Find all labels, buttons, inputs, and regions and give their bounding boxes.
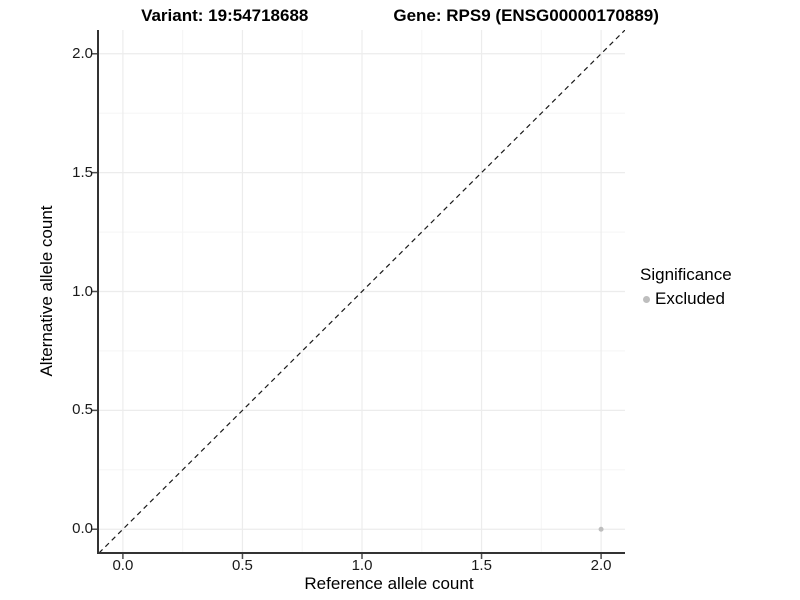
x-axis-title: Reference allele count bbox=[304, 574, 474, 593]
y-tick-label: 0.5 bbox=[72, 401, 93, 419]
plot-title: Variant: 19:54718688 Gene: RPS9 (ENSG000… bbox=[0, 6, 800, 26]
legend-title: Significance bbox=[640, 265, 732, 284]
legend: Significance Excluded bbox=[640, 265, 732, 309]
x-tick-label: 1.5 bbox=[471, 557, 492, 574]
plot-title-gene: Gene: RPS9 (ENSG00000170889) bbox=[393, 6, 659, 25]
y-axis-title: Alternative allele count bbox=[37, 205, 56, 377]
x-tick-label: 0.0 bbox=[112, 557, 134, 574]
legend-item-label: Excluded bbox=[655, 289, 725, 308]
y-tick-label: 1.5 bbox=[72, 163, 93, 181]
excluded-point-icon bbox=[643, 295, 650, 303]
plot-title-variant: Variant: 19:54718688 bbox=[141, 6, 309, 25]
x-tick-label: 1.0 bbox=[351, 557, 373, 574]
y-tick-label: 1.0 bbox=[72, 282, 93, 300]
y-tick-label: 2.0 bbox=[72, 44, 93, 62]
x-tick-label: 0.5 bbox=[232, 557, 253, 574]
legend-item-excluded: Excluded bbox=[640, 289, 732, 309]
y-tick-label: 0.0 bbox=[72, 520, 93, 538]
x-tick-label: 2.0 bbox=[590, 557, 612, 574]
plot-panel bbox=[99, 30, 625, 553]
